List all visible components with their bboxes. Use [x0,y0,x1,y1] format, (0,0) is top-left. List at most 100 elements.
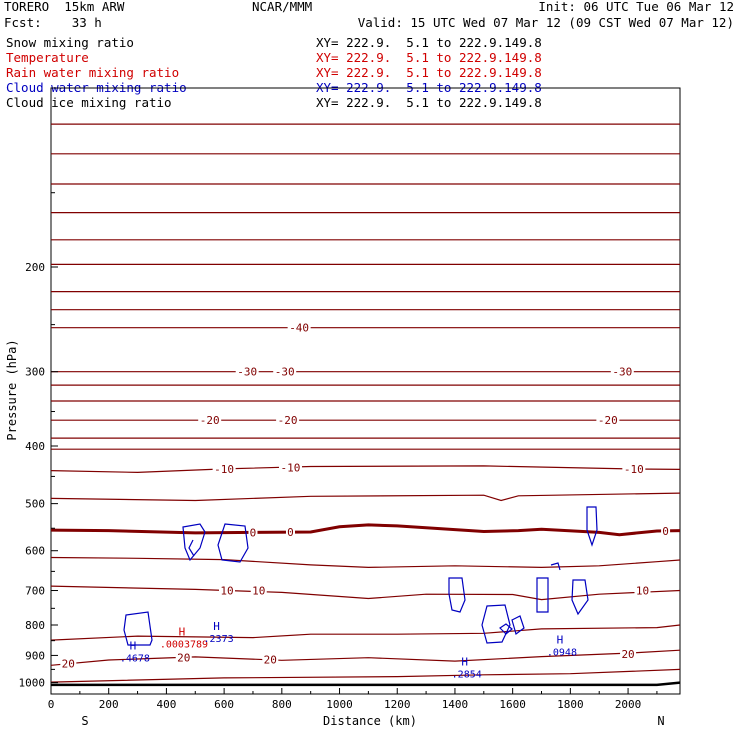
isotherm-line [50,668,681,683]
contour-label-bg [235,365,259,378]
x-tick-label: 1200 [384,698,411,711]
x-tick-label: 0 [48,698,55,711]
y-tick-label: 900 [25,649,45,662]
contour-label-bg [212,462,236,475]
contour-label: 10 [636,585,649,598]
x-axis-ticks: 0 200 400 600 800 1000 1200 1400 1600 1800 2000 [48,688,658,711]
contour-label-bg [175,651,192,664]
y-tick-label: 1000 [19,677,46,690]
x-tick-label: 2000 [615,698,642,711]
x-tick-label: 200 [99,698,119,711]
contour-label-bg [620,647,637,660]
surface-line [51,681,681,687]
contour-label: -20 [278,414,298,427]
contour-label-bg [278,461,302,474]
contour-label: 0 [662,525,669,538]
field-label-snow: Snow mixing ratio [6,35,134,50]
y-tick-label: 200 [25,261,45,274]
x-tick-label: 400 [156,698,176,711]
contour-label: -10 [214,463,234,476]
max-value: .0003789 [160,639,208,650]
contour-label-bg [60,657,77,670]
contour-label-bg [276,414,300,427]
cloud-water-contour [511,615,525,636]
contour-label: -20 [200,414,220,427]
surface-layer [51,681,681,687]
contour-label: -10 [624,463,644,476]
contour-label: 10 [220,585,233,598]
cloud-water-layer [123,506,598,646]
cloud-water-contour [217,523,249,563]
y-axis-ticks: 200 300 400 500 600 700 800 900 1000 [19,192,58,690]
south-label: S [81,714,88,728]
x-tick-label: 1800 [557,698,584,711]
max-value: .2854 [452,669,482,680]
contour-label: 20 [62,657,75,670]
contour-label: 0 [250,526,257,539]
y-tick-label: 700 [25,585,45,598]
field-xy-temperature: XY= 222.9. 5.1 to 222.9.149.8 [316,50,542,65]
x-tick-label: 1600 [499,698,526,711]
x-axis-title: Distance (km) [323,714,417,728]
plot-frame [50,87,681,695]
field-xy-cloud-ice: XY= 222.9. 5.1 to 222.9.149.8 [316,95,542,110]
contour-label: 20 [264,654,277,667]
contour-label: 20 [621,648,634,661]
max-value: .4678 [120,654,150,665]
cloud-water-contour [571,579,589,616]
cloud-water-contour [481,604,511,644]
contour-label-bg [250,584,267,597]
contour-label-bg [622,462,646,475]
x-tick-label: 1400 [442,698,469,711]
contour-label-bg [610,365,634,378]
contour-label: 0 [287,526,294,539]
x-tick-label: 1000 [326,698,353,711]
contour-label: -20 [598,414,618,427]
contour-label-bg [287,321,311,334]
contour-label-bg [661,525,671,538]
cloud-water-contour [536,577,549,613]
y-tick-label: 500 [25,498,45,511]
contour-label-bg [596,414,620,427]
field-label-rain: Rain water mixing ratio [6,65,180,80]
x-tick-label: 800 [272,698,292,711]
contour-label-bg [262,653,279,666]
y-tick-label: 300 [25,366,45,379]
contour-label-bg [634,584,651,597]
y-tick-label: 400 [25,440,45,453]
isotherm-zero [50,523,681,537]
max-marker: H [213,620,220,633]
contour-label: 10 [252,585,265,598]
field-xy-rain: XY= 222.9. 5.1 to 222.9.149.8 [316,65,542,80]
cloud-water-contour [448,577,466,613]
model-title: TORERO 15km ARW [4,0,125,14]
max-marker: H [130,640,137,653]
cloud-water-contour [550,562,561,571]
valid-time: Valid: 15 UTC Wed 07 Mar 12 (09 CST Wed … [357,15,734,30]
contour-label: -10 [281,462,301,475]
y-tick-label: 800 [25,619,45,632]
isotherm-line [50,556,681,569]
forecast-hour: Fcst: 33 h [4,15,102,30]
y-axis-title: Pressure (hPa) [5,339,19,440]
max-value: .0948 [547,648,577,659]
y-tick-label: 600 [25,545,45,558]
contour-label-bg [248,526,258,539]
contour-label: 20 [177,652,190,665]
field-label-temperature: Temperature [6,50,89,65]
isotherm-line [50,649,681,666]
max-value: .2373 [204,634,234,645]
contour-labels: -40 -30 -30 -30 -20 -20 -20 -10 -10 -10 0 0 0 10 10 10 2… [60,321,671,670]
isotherm-line [50,492,681,502]
contour-label-bg [198,414,222,427]
cloud-water-contour [182,523,206,562]
contour-label: -40 [289,322,309,335]
cloud-water-contour [188,539,195,557]
contour-label-bg [219,584,236,597]
cloud-water-contour [123,611,153,646]
x-tick-label: 600 [214,698,234,711]
cloud-water-contour [586,506,598,547]
contour-label: -30 [612,366,632,379]
